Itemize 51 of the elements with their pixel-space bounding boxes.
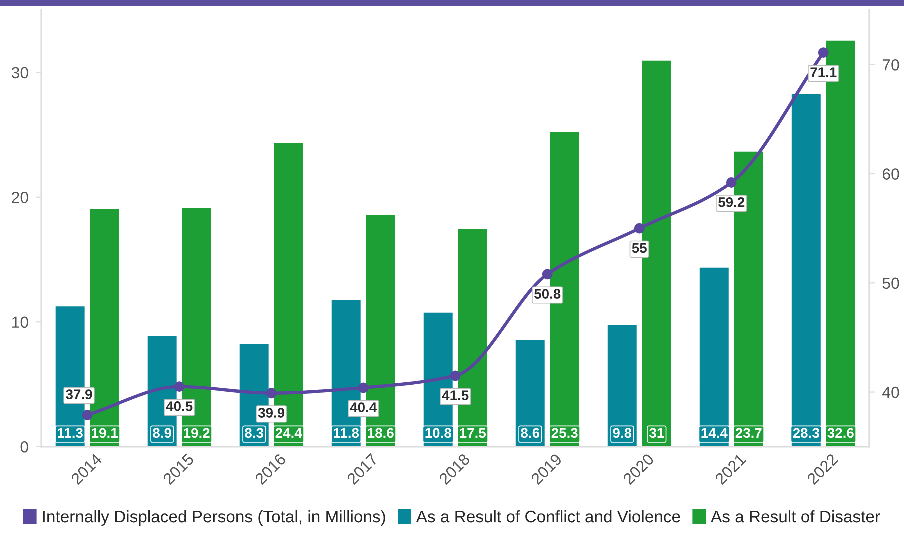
data-label: 19.2 bbox=[184, 428, 210, 438]
point bbox=[450, 370, 461, 382]
data-label: 11.8 bbox=[334, 428, 360, 438]
bar bbox=[790, 93, 822, 447]
data-label: 28.3 bbox=[793, 428, 820, 438]
data-label: 37.9 bbox=[66, 390, 92, 400]
point bbox=[358, 382, 369, 394]
data-label: 59.2 bbox=[718, 197, 745, 208]
point bbox=[542, 269, 553, 280]
data-label: 32.6 bbox=[828, 428, 854, 438]
data-label: 40.4 bbox=[350, 402, 378, 412]
data-label: 24.4 bbox=[276, 428, 302, 438]
legend-label: Internally Displaced Persons (Total, in Millions) bbox=[43, 510, 386, 526]
data-label: 31 bbox=[649, 428, 664, 438]
data-label: 71.1 bbox=[810, 68, 837, 78]
data-label: 39.9 bbox=[258, 408, 285, 418]
y-tick-label: 20 bbox=[12, 192, 28, 204]
y2-tick-label: 60 bbox=[882, 168, 900, 180]
y2-tick-label: 50 bbox=[882, 278, 900, 290]
point bbox=[82, 410, 93, 420]
y-tick-label: 30 bbox=[12, 67, 28, 79]
data-label: 8.6 bbox=[521, 428, 540, 438]
data-label: 18.6 bbox=[368, 428, 394, 438]
data-label: 40.5 bbox=[166, 402, 193, 412]
data-label: 50.8 bbox=[534, 289, 561, 299]
point bbox=[818, 48, 829, 58]
data-label: 23.7 bbox=[736, 428, 762, 438]
bar bbox=[514, 338, 546, 447]
data-label: 25.3 bbox=[552, 428, 578, 438]
data-label: 10.8 bbox=[426, 428, 452, 438]
data-label: 19.1 bbox=[92, 428, 118, 438]
point bbox=[726, 178, 737, 188]
legend-label: As a Result of Conflict and Violence bbox=[416, 510, 680, 523]
point bbox=[634, 223, 645, 234]
data-label: 9.8 bbox=[613, 428, 632, 438]
y2-tick-label: 70 bbox=[882, 59, 900, 71]
bar bbox=[606, 324, 638, 447]
data-label: 14.4 bbox=[702, 428, 728, 438]
y-tick-label: 10 bbox=[12, 316, 28, 328]
point bbox=[174, 382, 185, 392]
data-label: 17.5 bbox=[460, 428, 486, 438]
data-label: 41.5 bbox=[442, 390, 469, 400]
data-label: 11.3 bbox=[58, 428, 83, 438]
y-tick-label: 0 bbox=[20, 442, 28, 453]
data-label: 8.9 bbox=[153, 428, 172, 438]
data-label: 8.3 bbox=[245, 428, 264, 438]
legend-label: As a Result of Disaster bbox=[711, 510, 880, 523]
y2-tick-label: 40 bbox=[882, 386, 900, 398]
bar bbox=[698, 266, 730, 447]
point bbox=[266, 388, 277, 399]
data-label: 55 bbox=[632, 243, 647, 254]
